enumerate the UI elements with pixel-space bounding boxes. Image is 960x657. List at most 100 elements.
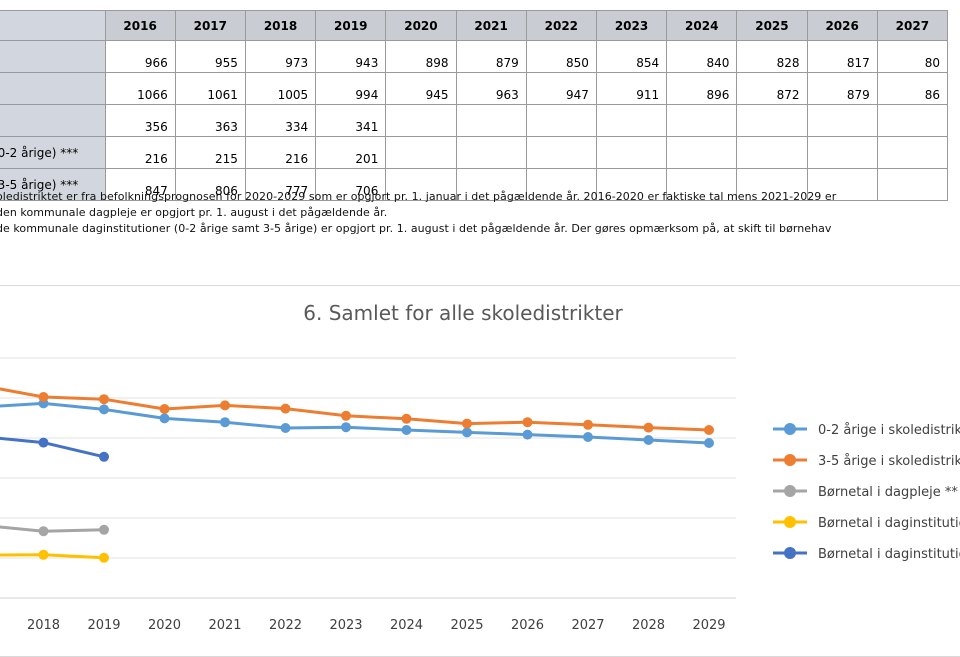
data-point xyxy=(522,417,533,428)
table-cell xyxy=(525,136,597,169)
table-cell: 911 xyxy=(595,72,668,105)
data-point xyxy=(38,392,49,402)
table-cell: 356 xyxy=(104,104,176,137)
data-point xyxy=(462,427,472,438)
table-header-row: 2016 2017 2018 2019 2020 2021 2022 2023 … xyxy=(0,10,949,41)
table-cell: 947 xyxy=(525,72,597,105)
table-cell: 850 xyxy=(525,40,597,73)
table-cell: 966 xyxy=(104,40,176,73)
x-tick-label: 2029 xyxy=(692,618,725,633)
table-cell: 817 xyxy=(806,40,878,73)
table-cell: 872 xyxy=(736,72,808,105)
data-point xyxy=(99,524,109,535)
table-cell xyxy=(455,136,527,169)
year-header: 2018 xyxy=(244,10,317,41)
row-label: (0-2 årige) *** xyxy=(0,136,106,169)
table-cell: 943 xyxy=(315,40,387,73)
legend-entry: 3-5 årige i skoledistrikt xyxy=(818,454,960,469)
year-header: 2021 xyxy=(455,10,527,41)
data-point xyxy=(159,404,170,414)
data-point xyxy=(462,418,472,429)
year-header: 2026 xyxy=(806,10,878,41)
year-header: 2020 xyxy=(385,10,457,41)
table-cell: 840 xyxy=(666,40,738,73)
table-cell: 896 xyxy=(666,72,738,105)
row-label xyxy=(0,104,106,137)
legend-entry: Børnetal i daginstitution xyxy=(818,547,960,562)
table-cell: 994 xyxy=(315,72,387,105)
table-cell: 215 xyxy=(174,136,246,169)
table-cell xyxy=(385,136,457,169)
legend-entry: 0-2 årige i skoledistrikt xyxy=(818,423,960,438)
table-cell: 806 xyxy=(174,168,246,201)
data-point xyxy=(99,451,109,462)
data-point xyxy=(341,422,351,433)
table-cell: 334 xyxy=(244,104,317,137)
table-cell xyxy=(385,104,457,137)
data-point xyxy=(704,425,714,435)
x-tick-label: 2027 xyxy=(571,618,604,633)
table-cell xyxy=(666,104,738,137)
data-point xyxy=(280,423,291,433)
line-chart: 6. Samlet for alle skoledistrikter 2018 20… xyxy=(0,301,960,633)
x-tick-label: 2026 xyxy=(511,618,544,633)
data-point xyxy=(99,404,109,415)
table-cell: 955 xyxy=(174,40,246,73)
table-cell: 854 xyxy=(595,40,668,73)
x-tick-label: 2018 xyxy=(27,618,60,633)
table-cell xyxy=(876,168,949,201)
data-point xyxy=(583,419,593,430)
table-cell xyxy=(736,136,808,169)
data-point xyxy=(38,549,49,560)
table-cell: 963 xyxy=(455,72,527,105)
table-row: (0-2 årige) *** 216 215 216 201 xyxy=(0,136,949,169)
data-point xyxy=(522,429,533,440)
table-cell xyxy=(525,168,597,201)
table-cell: 847 xyxy=(104,168,176,201)
year-header: 2019 xyxy=(315,10,387,41)
table-cell xyxy=(806,136,878,169)
chart-area: 6. Samlet for alle skoledistrikter 2018 20… xyxy=(0,285,960,657)
table-cell: 1061 xyxy=(174,72,246,105)
data-point xyxy=(99,394,109,405)
data-point xyxy=(280,403,291,414)
x-tick-label: 2024 xyxy=(390,618,423,633)
x-tick-label: 2025 xyxy=(450,618,483,633)
table-cell: 216 xyxy=(244,136,317,169)
table-cell: 706 xyxy=(315,168,387,201)
legend-entry: Børnetal i daginstitution xyxy=(818,516,960,531)
year-header: 2016 xyxy=(104,10,176,41)
row-label: * xyxy=(0,72,106,105)
x-tick-label: 2019 xyxy=(87,618,120,633)
data-point xyxy=(159,413,170,424)
data-point xyxy=(401,413,412,424)
data-point xyxy=(220,400,230,411)
data-point xyxy=(401,425,412,435)
data-point xyxy=(341,410,351,421)
row-label: (3-5 årige) *** xyxy=(0,168,106,201)
table-cell: 898 xyxy=(385,40,457,73)
table-cell: 973 xyxy=(244,40,317,73)
table-cell xyxy=(595,168,668,201)
table-cell: 1005 xyxy=(244,72,317,105)
x-tick-label: 2023 xyxy=(329,618,362,633)
table-cell xyxy=(595,104,668,137)
year-header: 2025 xyxy=(736,10,808,41)
table-cell: 828 xyxy=(736,40,808,73)
data-point xyxy=(583,432,593,442)
footnote-3: de kommunale daginstitutioner (0-2 årige… xyxy=(0,222,832,235)
legend-swatch-marker xyxy=(784,547,796,559)
table-cell: 777 xyxy=(244,168,317,201)
x-tick-label: 2022 xyxy=(269,618,302,633)
data-table: 2016 2017 2018 2019 2020 2021 2022 2023 … xyxy=(0,10,949,201)
x-tick-label: 2020 xyxy=(148,618,181,633)
table-cell xyxy=(525,104,597,137)
table-cell xyxy=(876,136,949,169)
legend-swatch-marker xyxy=(784,485,796,497)
table-cell xyxy=(736,104,808,137)
legend-entry: Børnetal i dagpleje ** xyxy=(818,485,958,500)
data-point xyxy=(38,437,49,448)
table-cell xyxy=(385,168,457,201)
year-header: 2023 xyxy=(595,10,668,41)
